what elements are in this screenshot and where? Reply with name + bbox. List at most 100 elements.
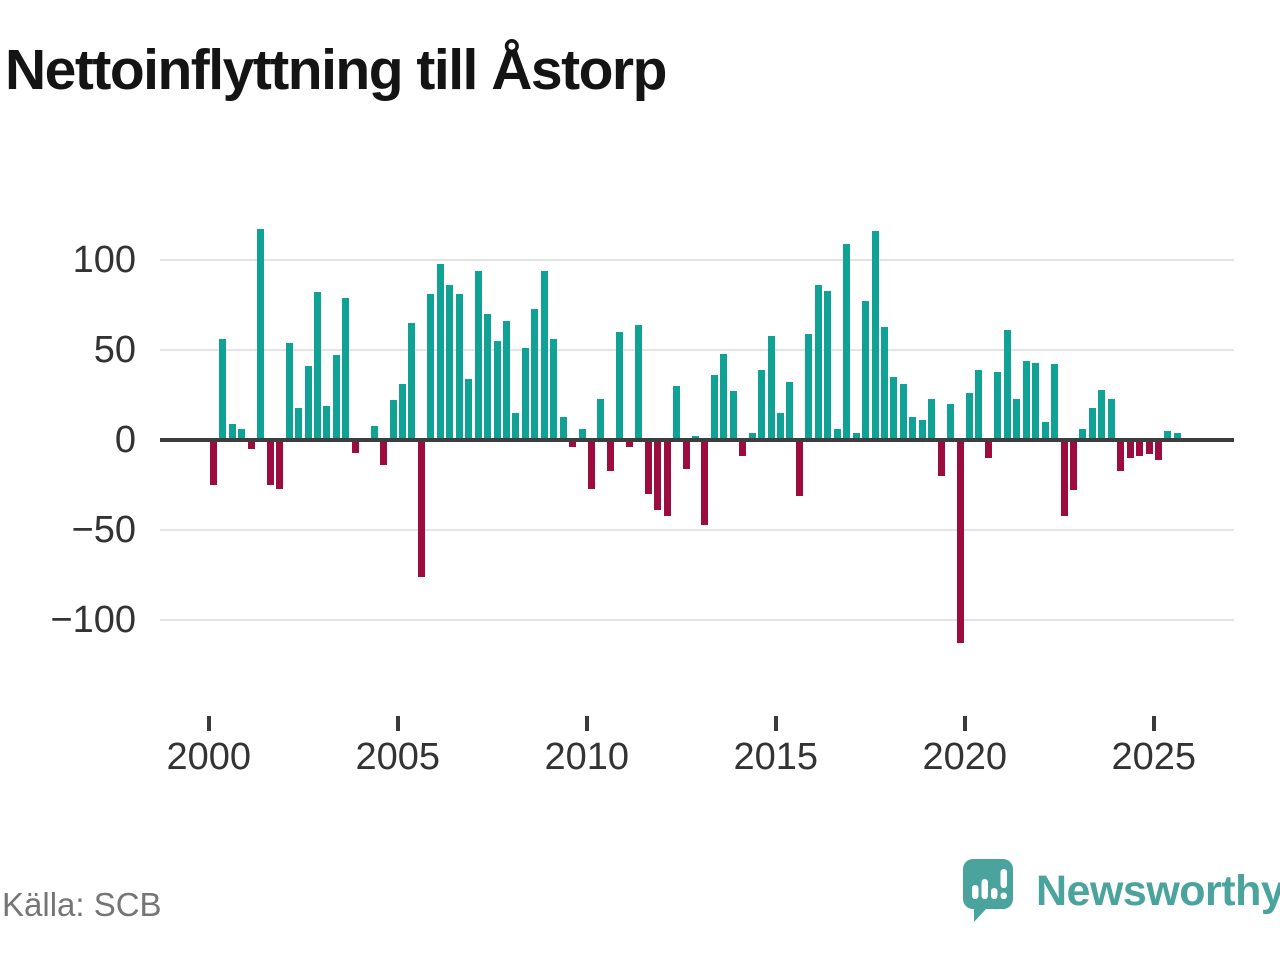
positive-bar xyxy=(975,369,983,440)
brand-lockup: Newsworthy xyxy=(962,858,1280,924)
positive-bar xyxy=(408,323,416,440)
positive-bar xyxy=(1098,389,1106,440)
positive-bar xyxy=(871,231,879,440)
positive-bar xyxy=(295,407,303,440)
positive-bar xyxy=(1013,398,1021,440)
negative-bar xyxy=(266,440,274,485)
negative-bar xyxy=(1145,440,1153,455)
positive-bar xyxy=(399,384,406,440)
positive-bar xyxy=(720,353,728,440)
positive-bar xyxy=(323,405,331,440)
negative-bar xyxy=(1126,440,1134,458)
positive-bar xyxy=(1079,429,1087,440)
positive-bar xyxy=(313,292,321,440)
negative-bar xyxy=(210,440,217,485)
x-axis-tick-label: 2000 xyxy=(166,736,252,778)
positive-bar xyxy=(1164,431,1172,440)
positive-bar xyxy=(947,404,955,440)
positive-bar xyxy=(1088,407,1096,440)
negative-bar xyxy=(956,440,964,644)
positive-bar xyxy=(833,429,841,440)
positive-bar xyxy=(673,386,681,440)
x-axis-tick-label: 2015 xyxy=(733,736,819,778)
x-axis-tick-label: 2020 xyxy=(922,736,1008,778)
positive-bar xyxy=(342,297,350,440)
positive-bar xyxy=(1032,362,1040,440)
positive-bar xyxy=(899,384,907,440)
x-axis-tick xyxy=(206,716,211,731)
positive-bar xyxy=(824,290,832,440)
y-axis-tick-label: 0 xyxy=(114,419,136,461)
positive-bar xyxy=(777,413,784,440)
y-axis-tick-label: −100 xyxy=(50,599,136,641)
positive-bar xyxy=(805,333,813,440)
positive-bar xyxy=(994,371,1002,440)
x-axis-tick xyxy=(1151,716,1156,731)
positive-bar xyxy=(455,294,463,440)
positive-bar xyxy=(597,398,605,440)
x-axis-tick xyxy=(962,716,967,731)
x-axis-tick-label: 2005 xyxy=(355,736,441,778)
positive-bar xyxy=(228,423,236,440)
chart-title: Nettoinflyttning till Åstorp xyxy=(5,38,667,102)
positive-bar xyxy=(814,285,822,440)
positive-bar xyxy=(578,429,586,440)
positive-bar xyxy=(493,341,501,440)
positive-bar xyxy=(427,294,435,440)
negative-bar xyxy=(606,440,614,471)
positive-bar xyxy=(521,348,529,440)
negative-bar xyxy=(588,440,595,489)
negative-bar xyxy=(654,440,662,511)
positive-bar xyxy=(616,332,624,440)
y-axis-tick-label: 50 xyxy=(93,329,136,371)
positive-bar xyxy=(909,416,917,440)
positive-bar xyxy=(767,335,775,440)
positive-bar xyxy=(843,243,851,440)
positive-bar xyxy=(474,270,482,440)
positive-bar xyxy=(1107,398,1115,440)
positive-bar xyxy=(786,382,794,440)
x-axis-tick xyxy=(584,716,589,731)
negative-bar xyxy=(682,440,690,469)
negative-bar xyxy=(739,440,747,457)
positive-bar xyxy=(550,339,558,440)
negative-bar xyxy=(937,440,945,476)
negative-bar xyxy=(795,440,803,496)
negative-bar xyxy=(417,440,425,577)
positive-bar xyxy=(1003,330,1011,440)
positive-bar xyxy=(748,432,756,440)
positive-bar xyxy=(512,413,520,440)
positive-bar xyxy=(285,342,293,440)
negative-bar xyxy=(380,440,388,466)
positive-bar xyxy=(635,324,643,440)
positive-bar xyxy=(966,393,973,440)
negative-bar xyxy=(1069,440,1077,491)
negative-bar xyxy=(701,440,709,525)
negative-bar xyxy=(1117,440,1125,471)
positive-bar xyxy=(332,355,340,440)
positive-bar xyxy=(304,366,312,440)
x-axis-tick xyxy=(395,716,400,731)
positive-bar xyxy=(531,308,539,440)
positive-bar xyxy=(370,425,378,440)
negative-bar xyxy=(644,440,652,494)
positive-bar xyxy=(928,398,936,440)
positive-bar xyxy=(238,429,246,440)
y-axis-tick-label: 100 xyxy=(72,239,136,281)
positive-bar xyxy=(1041,422,1049,440)
positive-bar xyxy=(1022,360,1030,440)
positive-bar xyxy=(219,339,227,440)
positive-bar xyxy=(710,375,718,440)
y-axis-tick-label: −50 xyxy=(71,509,136,551)
positive-bar xyxy=(436,263,444,440)
x-axis-tick-label: 2010 xyxy=(544,736,630,778)
negative-bar xyxy=(1060,440,1068,516)
positive-bar xyxy=(502,321,510,440)
gridline xyxy=(160,349,1234,351)
positive-bar xyxy=(1173,432,1181,440)
negative-bar xyxy=(625,440,633,448)
positive-bar xyxy=(880,326,888,440)
positive-bar xyxy=(540,270,548,440)
newsworthy-logo-icon xyxy=(963,859,1013,922)
